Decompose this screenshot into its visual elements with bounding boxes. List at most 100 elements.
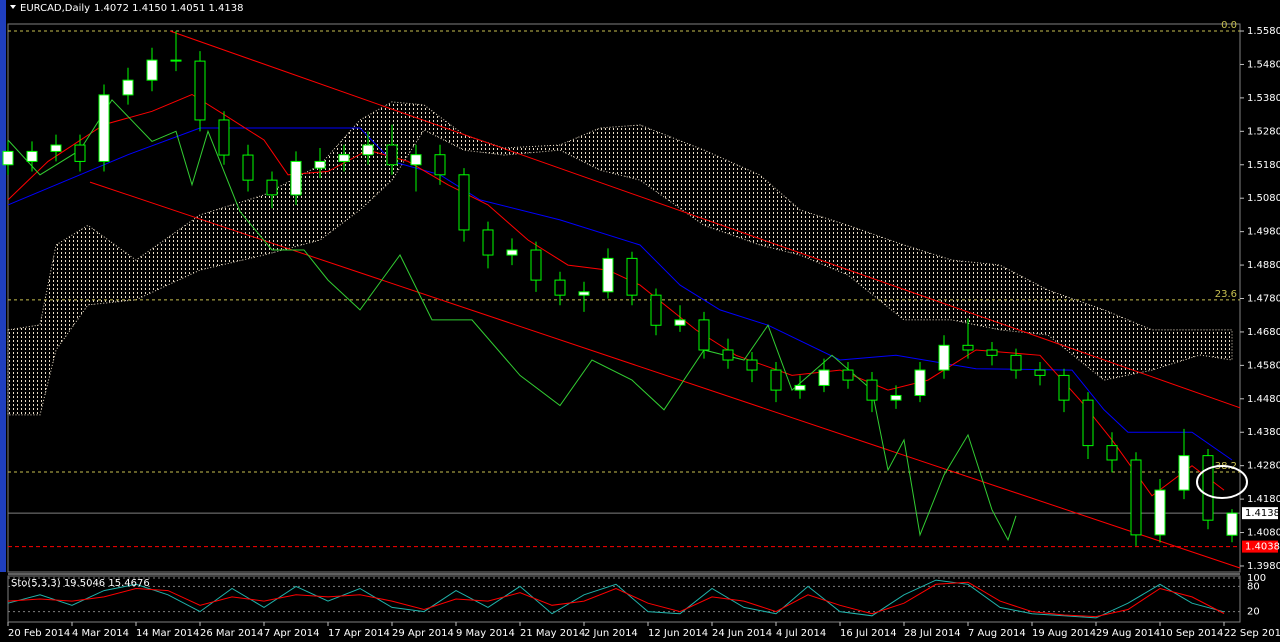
candle-body: [266, 179, 278, 196]
x-tick-label: 7 Aug 2014: [968, 628, 1026, 639]
candle-body: [986, 349, 998, 356]
y-tick-label: 1.4480: [1247, 394, 1280, 405]
candle-body: [842, 369, 854, 381]
x-tick-label: 16 Jul 2014: [840, 628, 897, 639]
candle-body: [1178, 455, 1190, 491]
candle-body: [242, 154, 254, 181]
candle-body: [458, 174, 470, 231]
candle-body: [338, 154, 350, 162]
candle-body: [50, 144, 62, 152]
y-tick-label: 1.4980: [1247, 227, 1280, 238]
x-tick-label: 21 May 2014: [520, 628, 585, 639]
x-tick-label: 9 May 2014: [456, 628, 515, 639]
y-tick-label: 1.5380: [1247, 93, 1280, 104]
stochastic-line: [7, 581, 1225, 618]
candle-body: [938, 344, 950, 371]
indicator-line: [7, 127, 1233, 461]
indicator-line: [7, 93, 1225, 497]
candle-body: [290, 160, 302, 196]
candle-body: [1226, 512, 1238, 536]
y-tick-label: 1.5080: [1247, 193, 1280, 204]
x-tick-label: 17 Apr 2014: [328, 628, 390, 639]
fib-label: 23.6: [1215, 289, 1237, 300]
alert-line-label: 1.4038: [1245, 542, 1280, 553]
indicator-title: Sto(5,3,3) 19.5046 15.4676: [11, 578, 150, 589]
candle-body: [386, 144, 398, 166]
y-tick-label: 80: [1247, 581, 1260, 592]
candle-body: [530, 249, 542, 281]
x-tick-label: 14 Mar 2014: [136, 628, 199, 639]
x-tick-label: 22 Sep 2014: [1224, 628, 1280, 639]
candle-body: [146, 59, 158, 81]
candle-body: [698, 319, 710, 351]
candle-body: [314, 160, 326, 169]
y-tick-label: 1.4280: [1247, 461, 1280, 472]
y-tick-label: 20: [1247, 607, 1260, 618]
x-tick-label: 29 Aug 2014: [1096, 628, 1160, 639]
candle-body: [1058, 374, 1070, 401]
y-tick-label: 1.4080: [1247, 528, 1280, 539]
candle-body: [506, 249, 518, 256]
candle-body: [410, 154, 422, 166]
price-line-box: [1242, 507, 1278, 520]
indicator-frame: [7, 575, 1241, 623]
y-tick-label: 1.5480: [1247, 59, 1280, 70]
y-tick-label: 1.4780: [1247, 294, 1280, 305]
candle-body: [554, 279, 566, 296]
candle-body: [170, 59, 182, 62]
cloud: [7, 101, 1233, 416]
channel-line: [169, 30, 1241, 409]
x-tick-label: 24 Jun 2014: [712, 628, 772, 639]
x-tick-label: 19 Aug 2014: [1032, 628, 1096, 639]
channel-line: [89, 181, 1241, 569]
candle-body: [1106, 445, 1118, 461]
y-tick-label: 1.5280: [1247, 126, 1280, 137]
y-tick-label: 1.4680: [1247, 327, 1280, 338]
candle-body: [746, 359, 758, 371]
x-tick-label: 12 Jun 2014: [648, 628, 708, 639]
y-tick-label: 1.4180: [1247, 494, 1280, 505]
candle-body: [74, 144, 86, 162]
price-line-label: 1.4138: [1245, 508, 1280, 519]
candle-body: [818, 369, 830, 386]
candle-body: [2, 150, 14, 166]
x-tick-label: 4 Jul 2014: [776, 628, 826, 639]
candle-body: [722, 349, 734, 361]
candle-body: [1154, 489, 1166, 536]
side-strip: [0, 0, 6, 572]
candle-body: [890, 394, 902, 401]
candle-body: [1082, 399, 1094, 447]
y-tick-label: 100: [1247, 573, 1266, 584]
x-tick-label: 4 Mar 2014: [72, 628, 129, 639]
quote: 1.4072 1.4150 1.4051 1.4138: [94, 3, 244, 14]
x-tick-label: 7 Apr 2014: [264, 628, 319, 639]
y-tick-label: 1.4380: [1247, 427, 1280, 438]
candle-body: [1010, 354, 1022, 371]
y-tick-label: 1.4880: [1247, 260, 1280, 271]
candle-body: [362, 144, 374, 156]
x-tick-label: 2 Jun 2014: [584, 628, 638, 639]
candle-body: [1034, 369, 1046, 376]
y-tick-label: 1.5180: [1247, 160, 1280, 171]
alert-line-box: [1242, 540, 1278, 553]
chart-title: EURCAD,Daily: [20, 3, 90, 14]
x-tick-label: 20 Feb 2014: [8, 628, 70, 639]
menu-arrow[interactable]: [10, 5, 16, 9]
x-tick-label: 29 Apr 2014: [392, 628, 454, 639]
candle-body: [122, 79, 134, 96]
candle-body: [794, 384, 806, 391]
plot: 1.5580 1.5480 1.5380 1.5280 1.5180 1.5080 1.49…: [2, 20, 1280, 639]
candle-body: [914, 369, 926, 396]
candle-body: [98, 94, 110, 162]
x-tick-label: 28 Jul 2014: [904, 628, 961, 639]
candle-body: [866, 379, 878, 401]
candle-body: [650, 294, 662, 326]
x-tick-label: 26 Mar 2014: [200, 628, 263, 639]
candle-body: [602, 257, 614, 293]
annotation-ellipse: [1196, 465, 1248, 499]
main-frame: [7, 23, 1241, 573]
fib-label: 0.0: [1221, 20, 1237, 31]
y-tick-label: 1.4580: [1247, 360, 1280, 371]
candle-body: [626, 257, 638, 296]
